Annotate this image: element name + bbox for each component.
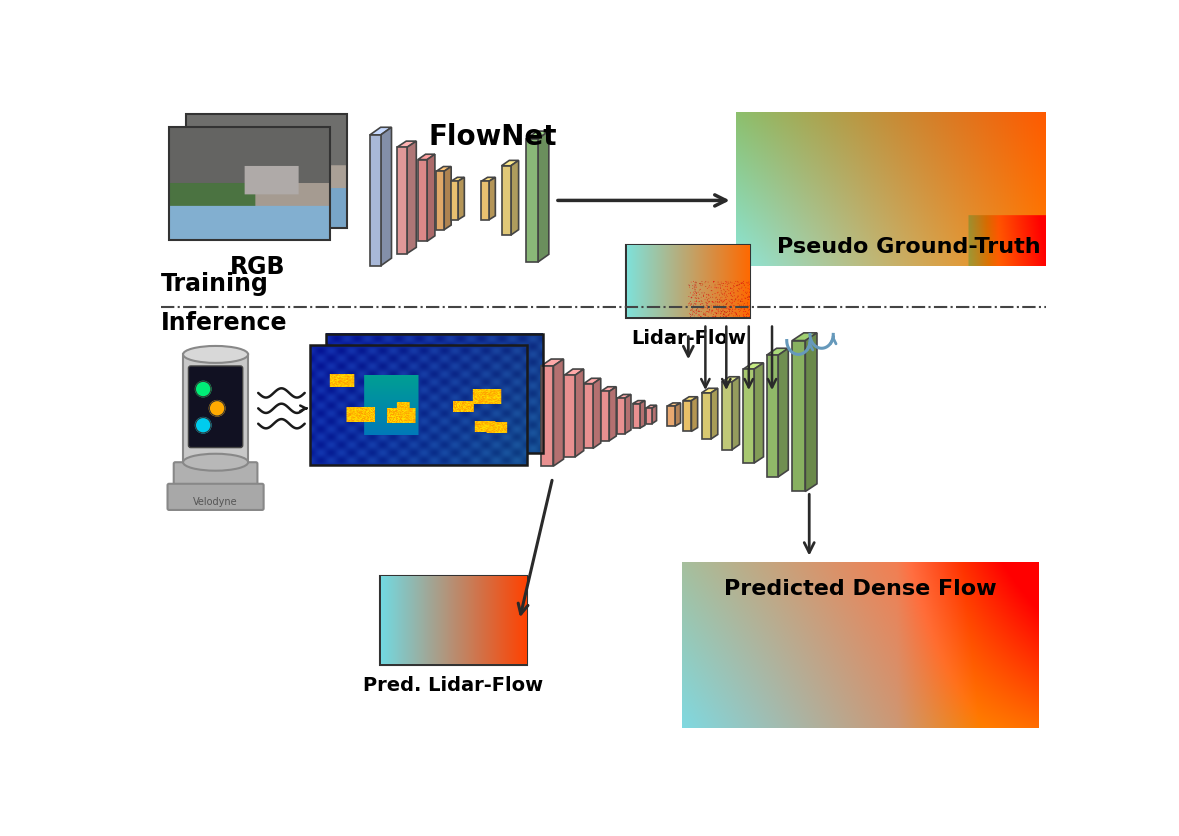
Polygon shape bbox=[501, 166, 511, 235]
Polygon shape bbox=[711, 388, 718, 439]
Ellipse shape bbox=[183, 346, 248, 363]
Polygon shape bbox=[565, 375, 575, 456]
Polygon shape bbox=[575, 369, 584, 456]
Polygon shape bbox=[667, 406, 676, 426]
Polygon shape bbox=[632, 400, 645, 404]
Polygon shape bbox=[489, 177, 495, 220]
Polygon shape bbox=[511, 161, 519, 235]
Polygon shape bbox=[452, 181, 459, 220]
Bar bbox=[186, 115, 348, 228]
Polygon shape bbox=[625, 395, 631, 434]
Polygon shape bbox=[766, 355, 778, 477]
Circle shape bbox=[196, 381, 211, 397]
Text: Inference: Inference bbox=[162, 310, 288, 334]
Polygon shape bbox=[683, 397, 698, 400]
Polygon shape bbox=[444, 166, 452, 230]
Polygon shape bbox=[397, 141, 416, 147]
Polygon shape bbox=[417, 160, 427, 242]
FancyBboxPatch shape bbox=[173, 462, 257, 496]
Polygon shape bbox=[646, 405, 657, 408]
Polygon shape bbox=[452, 177, 465, 181]
Text: Training: Training bbox=[162, 272, 269, 296]
Polygon shape bbox=[743, 363, 764, 369]
Polygon shape bbox=[370, 127, 391, 135]
Polygon shape bbox=[639, 400, 645, 428]
Polygon shape bbox=[584, 378, 601, 384]
Polygon shape bbox=[652, 405, 657, 424]
Polygon shape bbox=[805, 333, 817, 492]
Text: Lidar-Flow: Lidar-Flow bbox=[631, 329, 746, 348]
Polygon shape bbox=[601, 391, 610, 441]
Polygon shape bbox=[667, 403, 680, 406]
Text: Velodyne: Velodyne bbox=[193, 497, 238, 507]
Ellipse shape bbox=[183, 454, 248, 471]
Polygon shape bbox=[370, 135, 381, 266]
Polygon shape bbox=[501, 161, 519, 166]
FancyBboxPatch shape bbox=[167, 484, 264, 510]
Polygon shape bbox=[676, 403, 680, 426]
Polygon shape bbox=[792, 333, 817, 340]
Polygon shape bbox=[632, 404, 639, 428]
Polygon shape bbox=[601, 387, 617, 391]
Polygon shape bbox=[481, 181, 489, 220]
Polygon shape bbox=[436, 171, 444, 230]
Polygon shape bbox=[427, 154, 435, 242]
Polygon shape bbox=[617, 395, 631, 398]
Polygon shape bbox=[792, 340, 805, 492]
Polygon shape bbox=[610, 387, 617, 441]
Text: Pred. Lidar-Flow: Pred. Lidar-Flow bbox=[363, 675, 544, 695]
Polygon shape bbox=[593, 378, 601, 448]
Polygon shape bbox=[538, 131, 549, 262]
Polygon shape bbox=[436, 166, 452, 171]
Polygon shape bbox=[722, 382, 732, 450]
Polygon shape bbox=[183, 354, 248, 462]
Polygon shape bbox=[481, 177, 495, 181]
Polygon shape bbox=[584, 384, 593, 448]
Polygon shape bbox=[459, 177, 465, 220]
Polygon shape bbox=[683, 400, 691, 431]
Polygon shape bbox=[743, 369, 755, 463]
Bar bbox=[325, 334, 542, 453]
Polygon shape bbox=[541, 366, 553, 466]
Polygon shape bbox=[722, 377, 739, 382]
Polygon shape bbox=[397, 147, 407, 253]
Circle shape bbox=[196, 417, 211, 433]
Polygon shape bbox=[702, 393, 711, 439]
Polygon shape bbox=[702, 388, 718, 393]
Bar bbox=[310, 345, 527, 465]
Polygon shape bbox=[755, 363, 764, 463]
Polygon shape bbox=[778, 349, 789, 477]
Polygon shape bbox=[732, 377, 739, 450]
Polygon shape bbox=[617, 398, 625, 434]
Text: Predicted Dense Flow: Predicted Dense Flow bbox=[724, 579, 996, 599]
Text: RGB: RGB bbox=[230, 255, 285, 279]
Polygon shape bbox=[381, 127, 391, 266]
Circle shape bbox=[210, 400, 225, 416]
Polygon shape bbox=[766, 349, 789, 355]
Polygon shape bbox=[553, 359, 564, 466]
Polygon shape bbox=[417, 154, 435, 160]
Polygon shape bbox=[526, 131, 549, 139]
FancyBboxPatch shape bbox=[189, 366, 243, 447]
Text: FlowNet: FlowNet bbox=[428, 124, 556, 151]
Polygon shape bbox=[541, 359, 564, 366]
Polygon shape bbox=[646, 408, 652, 424]
Polygon shape bbox=[565, 369, 584, 375]
Bar bbox=[380, 576, 527, 665]
Polygon shape bbox=[407, 141, 416, 253]
Text: Pseudo Ground-Truth: Pseudo Ground-Truth bbox=[777, 237, 1040, 257]
Bar bbox=[626, 245, 750, 319]
Bar bbox=[169, 126, 330, 241]
Polygon shape bbox=[691, 397, 698, 431]
Polygon shape bbox=[526, 139, 538, 262]
